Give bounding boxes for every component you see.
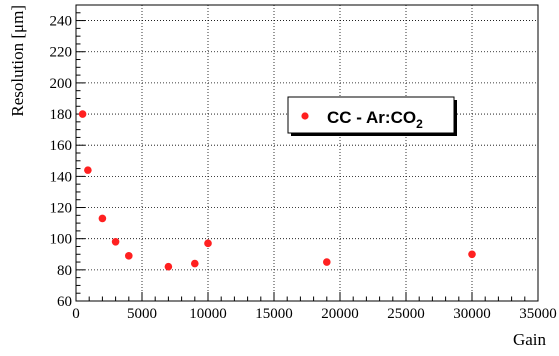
data-points bbox=[78, 110, 476, 271]
legend-marker bbox=[301, 112, 309, 120]
x-tick-label: 20000 bbox=[321, 306, 359, 322]
legend: CC - Ar:CO2 bbox=[287, 96, 457, 136]
y-tick-label: 60 bbox=[57, 294, 72, 310]
data-point bbox=[191, 259, 199, 268]
data-point bbox=[98, 214, 107, 223]
y-axis-label: Resolution [μm] bbox=[8, 5, 27, 117]
y-tick-label: 140 bbox=[50, 169, 73, 185]
legend-box bbox=[287, 96, 455, 134]
legend-label-main: CC - Ar:CO bbox=[327, 108, 416, 127]
data-point bbox=[468, 250, 476, 259]
axes: 0 5000 10000 15000 20000 25000 30000 35000 60 80 1… bbox=[50, 4, 557, 322]
data-point bbox=[323, 258, 331, 266]
data-point bbox=[125, 252, 133, 260]
x-tick-label: 30000 bbox=[453, 306, 491, 322]
data-point bbox=[164, 262, 173, 271]
x-tick-label: 35000 bbox=[519, 306, 557, 322]
data-point bbox=[84, 166, 92, 174]
data-point bbox=[204, 239, 212, 248]
legend-label-subscript: 2 bbox=[416, 117, 423, 131]
x-tick-label: 15000 bbox=[255, 306, 293, 322]
y-tick-label: 180 bbox=[50, 107, 73, 123]
y-tick-label: 100 bbox=[50, 232, 73, 248]
data-point bbox=[111, 238, 120, 246]
x-tick-label: 5000 bbox=[127, 306, 157, 322]
grid bbox=[76, 5, 538, 301]
y-tick-label: 160 bbox=[50, 138, 73, 154]
data-point bbox=[78, 110, 87, 118]
plot-area bbox=[76, 5, 538, 301]
y-tick-label: 120 bbox=[50, 201, 73, 217]
y-tick-label: 200 bbox=[50, 76, 73, 92]
legend-label: CC - Ar:CO2 bbox=[327, 108, 423, 131]
y-tick-label: 240 bbox=[50, 14, 73, 30]
x-tick-label: 25000 bbox=[387, 306, 425, 322]
x-axis-label: Gain bbox=[513, 330, 547, 349]
x-tick-label: 0 bbox=[72, 306, 80, 322]
y-tick-label: 80 bbox=[57, 263, 72, 279]
x-tick-label: 10000 bbox=[189, 306, 227, 322]
y-tick-label: 220 bbox=[50, 45, 73, 61]
